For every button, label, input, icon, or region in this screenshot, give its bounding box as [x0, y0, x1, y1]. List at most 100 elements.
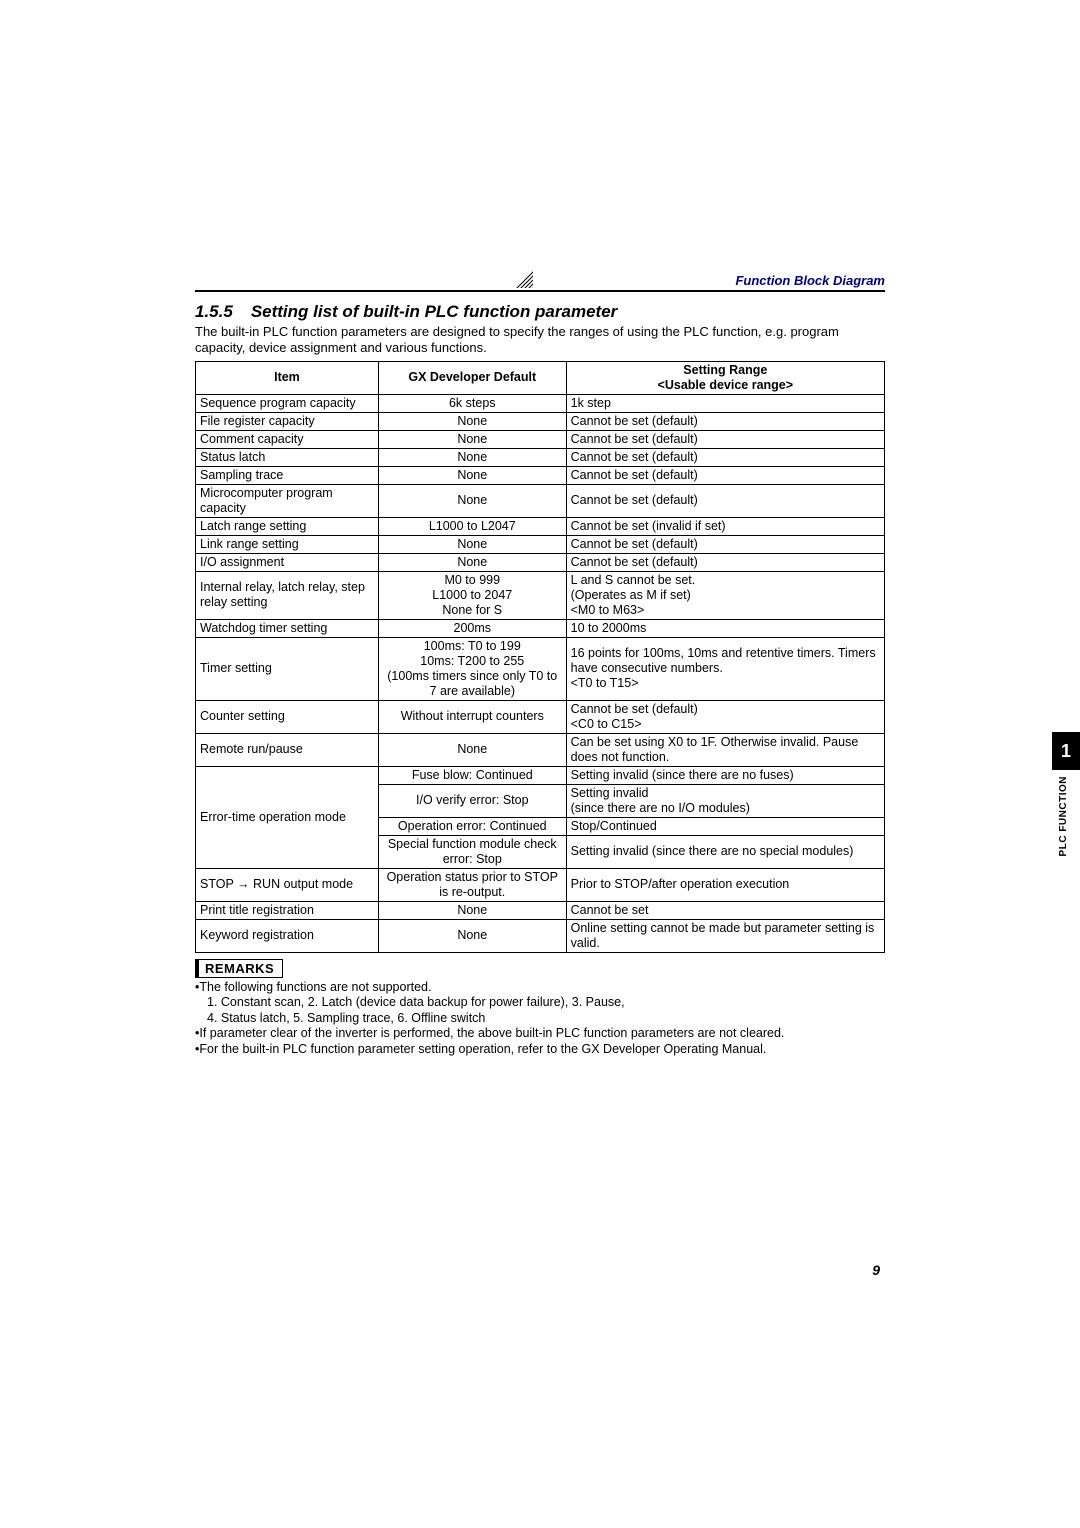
header-hatch-icon — [515, 270, 533, 288]
table-row: STOP → RUN output modeOperation status p… — [196, 868, 885, 901]
col-range: Setting Range <Usable device range> — [566, 361, 884, 394]
table-row: Latch range settingL1000 to L2047Cannot … — [196, 517, 885, 535]
table-cell: Cannot be set (default) — [566, 448, 884, 466]
chapter-number-tab: 1 — [1052, 732, 1080, 770]
table-cell: Comment capacity — [196, 430, 379, 448]
table-cell: I/O assignment — [196, 553, 379, 571]
table-cell: Online setting cannot be made but parame… — [566, 919, 884, 952]
table-cell: Special function module check error: Sto… — [378, 835, 566, 868]
table-cell: Counter setting — [196, 700, 379, 733]
table-row: Error-time operation modeFuse blow: Cont… — [196, 766, 885, 784]
remarks-body: •The following functions are not support… — [195, 980, 885, 1058]
table-cell: None — [378, 919, 566, 952]
section-intro: The built-in PLC function parameters are… — [195, 324, 885, 357]
table-row: Print title registrationNoneCannot be se… — [196, 901, 885, 919]
table-row: Link range settingNoneCannot be set (def… — [196, 535, 885, 553]
table-cell: Cannot be set (default) — [566, 430, 884, 448]
table-cell: Latch range setting — [196, 517, 379, 535]
table-cell: Link range setting — [196, 535, 379, 553]
table-cell: Error-time operation mode — [196, 766, 379, 868]
table-cell: None — [378, 430, 566, 448]
header-title: Function Block Diagram — [735, 273, 885, 288]
table-cell: Cannot be set (invalid if set) — [566, 517, 884, 535]
section-number: 1.5.5 — [195, 302, 233, 321]
table-cell: Stop/Continued — [566, 817, 884, 835]
table-cell: None — [378, 553, 566, 571]
table-row: Microcomputer program capacityNoneCannot… — [196, 484, 885, 517]
table-cell: Setting invalid (since there are no I/O … — [566, 784, 884, 817]
table-cell: 100ms: T0 to 199 10ms: T200 to 255 (100m… — [378, 637, 566, 700]
table-cell: Can be set using X0 to 1F. Otherwise inv… — [566, 733, 884, 766]
table-row: Keyword registrationNoneOnline setting c… — [196, 919, 885, 952]
side-tab: 1 PLC FUNCTION — [1052, 732, 1080, 856]
table-cell: I/O verify error: Stop — [378, 784, 566, 817]
table-row: Sampling traceNoneCannot be set (default… — [196, 466, 885, 484]
table-row: Counter settingWithout interrupt counter… — [196, 700, 885, 733]
table-row: Comment capacityNoneCannot be set (defau… — [196, 430, 885, 448]
table-row: Remote run/pauseNoneCan be set using X0 … — [196, 733, 885, 766]
table-cell: 10 to 2000ms — [566, 619, 884, 637]
table-cell: Print title registration — [196, 901, 379, 919]
table-cell: Cannot be set (default) — [566, 412, 884, 430]
remarks-line: •For the built-in PLC function parameter… — [195, 1042, 885, 1058]
table-cell: STOP → RUN output mode — [196, 868, 379, 901]
table-row: Watchdog timer setting200ms10 to 2000ms — [196, 619, 885, 637]
table-cell: Watchdog timer setting — [196, 619, 379, 637]
table-cell: Cannot be set (default) — [566, 553, 884, 571]
table-cell: File register capacity — [196, 412, 379, 430]
section-heading: 1.5.5 Setting list of built-in PLC functi… — [195, 302, 885, 322]
remarks-line: •If parameter clear of the inverter is p… — [195, 1026, 885, 1042]
table-cell: 1k step — [566, 394, 884, 412]
table-row: I/O assignmentNoneCannot be set (default… — [196, 553, 885, 571]
table-cell: Operation status prior to STOP is re-out… — [378, 868, 566, 901]
table-cell: None — [378, 901, 566, 919]
table-cell: 200ms — [378, 619, 566, 637]
table-cell: Fuse blow: Continued — [378, 766, 566, 784]
remarks-line: 1. Constant scan, 2. Latch (device data … — [195, 995, 885, 1011]
table-cell: Timer setting — [196, 637, 379, 700]
remarks-line: •The following functions are not support… — [195, 980, 885, 996]
table-row: File register capacityNoneCannot be set … — [196, 412, 885, 430]
table-cell: Status latch — [196, 448, 379, 466]
table-cell: Operation error: Continued — [378, 817, 566, 835]
table-cell: 6k steps — [378, 394, 566, 412]
page-header: Function Block Diagram — [195, 270, 885, 292]
table-cell: Internal relay, latch relay, step relay … — [196, 571, 379, 619]
table-cell: Without interrupt counters — [378, 700, 566, 733]
table-cell: Remote run/pause — [196, 733, 379, 766]
table-cell: Sampling trace — [196, 466, 379, 484]
section-title: Setting list of built-in PLC function pa… — [251, 302, 617, 321]
table-cell: Cannot be set (default) — [566, 484, 884, 517]
table-row: Timer setting100ms: T0 to 199 10ms: T200… — [196, 637, 885, 700]
table-cell: None — [378, 535, 566, 553]
table-row: Internal relay, latch relay, step relay … — [196, 571, 885, 619]
table-cell: Cannot be set (default) <C0 to C15> — [566, 700, 884, 733]
table-cell: M0 to 999 L1000 to 2047 None for S — [378, 571, 566, 619]
col-range-text: Setting Range <Usable device range> — [658, 363, 794, 392]
table-cell: Setting invalid (since there are no spec… — [566, 835, 884, 868]
table-cell: None — [378, 733, 566, 766]
table-row: Sequence program capacity6k steps1k step — [196, 394, 885, 412]
table-cell: L and S cannot be set. (Operates as M if… — [566, 571, 884, 619]
table-cell: 16 points for 100ms, 10ms and retentive … — [566, 637, 884, 700]
remarks-line: 4. Status latch, 5. Sampling trace, 6. O… — [195, 1011, 885, 1027]
table-cell: Setting invalid (since there are no fuse… — [566, 766, 884, 784]
chapter-label: PLC FUNCTION — [1058, 776, 1069, 856]
remarks-label: REMARKS — [195, 959, 283, 978]
table-cell: Cannot be set (default) — [566, 466, 884, 484]
table-cell: Prior to STOP/after operation execution — [566, 868, 884, 901]
page-number: 9 — [872, 1262, 880, 1278]
table-cell: Keyword registration — [196, 919, 379, 952]
parameter-table: Item GX Developer Default Setting Range … — [195, 361, 885, 953]
table-cell: None — [378, 484, 566, 517]
table-cell: Sequence program capacity — [196, 394, 379, 412]
col-default: GX Developer Default — [378, 361, 566, 394]
table-cell: L1000 to L2047 — [378, 517, 566, 535]
table-cell: None — [378, 448, 566, 466]
table-cell: Cannot be set (default) — [566, 535, 884, 553]
table-cell: None — [378, 412, 566, 430]
table-cell: Microcomputer program capacity — [196, 484, 379, 517]
col-item: Item — [196, 361, 379, 394]
table-cell: Cannot be set — [566, 901, 884, 919]
table-row: Status latchNoneCannot be set (default) — [196, 448, 885, 466]
